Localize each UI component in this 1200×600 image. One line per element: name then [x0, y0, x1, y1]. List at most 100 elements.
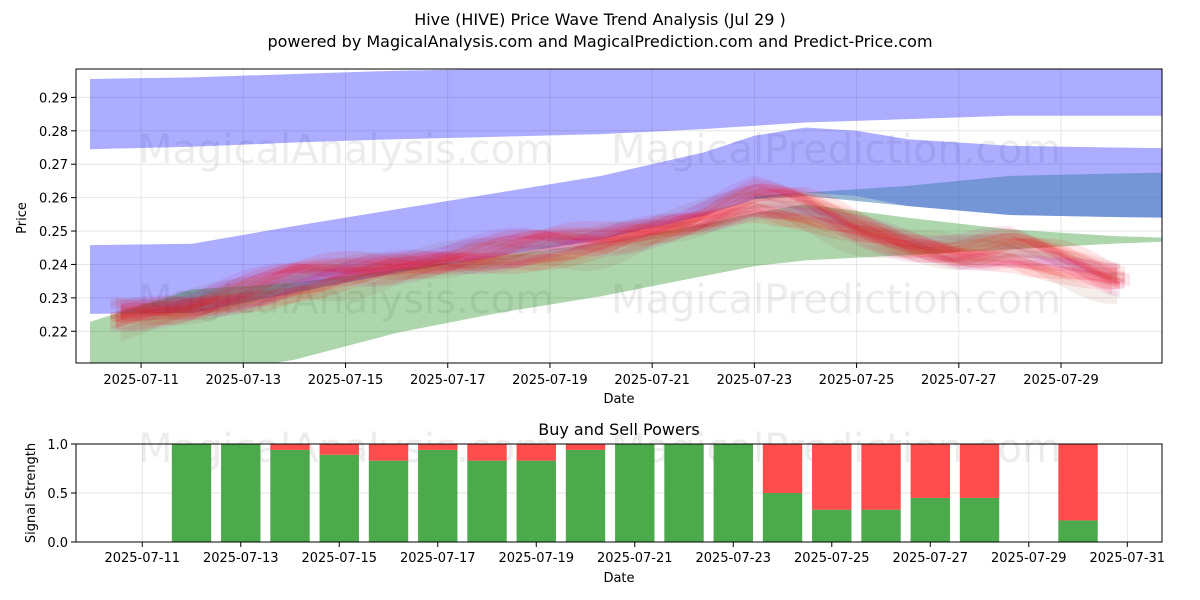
- price-xtick-label: 2025-07-11: [103, 373, 179, 388]
- signal-title: Buy and Sell Powers: [538, 420, 700, 439]
- sell-bar: [910, 444, 950, 498]
- wave-ribbon: [115, 204, 1125, 321]
- buy-bar: [910, 497, 950, 542]
- wave-ribbon: [110, 187, 1120, 326]
- buy-bar: [171, 444, 212, 542]
- signal-y-axis-label: Signal Strength: [24, 443, 39, 543]
- buy-bar: [1058, 520, 1098, 542]
- sell-bar: [319, 444, 359, 455]
- price-xtick-label: 2025-07-29: [1023, 373, 1099, 388]
- buy-bar: [762, 493, 803, 542]
- price-ytick-label: 0.29: [39, 91, 68, 106]
- signal-xtick-label: 2025-07-25: [794, 551, 870, 566]
- price-ytick-label: 0.28: [39, 125, 68, 140]
- chart-title: Hive (HIVE) Price Wave Trend Analysis (J…: [414, 10, 786, 29]
- price-ytick-label: 0.27: [39, 158, 68, 173]
- wave-ribbon: [110, 210, 1120, 323]
- watermark-prediction-top: MagicalPrediction.com: [611, 127, 1061, 173]
- wave-ribbon: [115, 197, 1125, 317]
- price-ytick-label: 0.25: [39, 225, 68, 240]
- wave-ribbon: [110, 199, 1120, 313]
- buy-bar: [565, 449, 606, 542]
- price-panel: MagicalAnalysis.com MagicalPrediction.co…: [15, 68, 1163, 407]
- signal-bars: [171, 444, 1098, 542]
- buy-bar: [270, 449, 310, 542]
- price-y-axis-label: Price: [15, 202, 30, 234]
- wave-ribbon: [115, 187, 1125, 320]
- signal-x-axis-label: Date: [603, 571, 634, 586]
- signal-x-ticks: 2025-07-11 2025-07-13 2025-07-15 2025-07-17…: [104, 542, 1165, 566]
- signal-xtick-label: 2025-07-31: [1090, 551, 1166, 566]
- signal-xtick-label: 2025-07-29: [991, 551, 1067, 566]
- price-grid: [76, 69, 1162, 363]
- buy-bar: [615, 444, 655, 542]
- wave-ribbon: [115, 202, 1113, 322]
- wave-ribbon: [110, 207, 1120, 317]
- price-waves: [110, 175, 1130, 342]
- price-xtick-label: 2025-07-23: [717, 373, 793, 388]
- wave-ribbon: [120, 188, 1130, 321]
- price-xtick-label: 2025-07-15: [308, 373, 384, 388]
- buy-bar: [467, 460, 507, 542]
- signal-panel: Buy and Sell Powers MagicalAnalysis.com …: [24, 420, 1165, 586]
- signal-ytick-label: 1.0: [47, 438, 68, 453]
- signal-xtick-label: 2025-07-15: [301, 551, 377, 566]
- price-xtick-label: 2025-07-19: [512, 373, 588, 388]
- buy-bar: [516, 460, 556, 542]
- wave-ribbon: [115, 205, 1125, 330]
- watermark-prediction-bottom: MagicalPrediction.com: [611, 277, 1061, 323]
- sell-bar: [368, 444, 409, 461]
- sell-bar: [270, 444, 310, 450]
- sell-bar: [861, 444, 901, 510]
- price-ytick-label: 0.22: [39, 325, 68, 340]
- wave-ribbon: [120, 204, 1118, 314]
- wave-ribbon: [120, 194, 1118, 326]
- price-watermarks: MagicalAnalysis.com MagicalPrediction.co…: [138, 127, 1061, 323]
- sell-bar: [418, 444, 458, 450]
- price-x-axis-label: Date: [603, 392, 634, 407]
- sell-bar: [565, 444, 606, 450]
- buy-bar: [418, 449, 458, 542]
- middle-blue-band: [90, 127, 1162, 314]
- chart-subtitle: powered by MagicalAnalysis.com and Magic…: [267, 32, 932, 51]
- price-xtick-label: 2025-07-17: [410, 373, 486, 388]
- signal-ytick-label: 0.5: [47, 487, 68, 502]
- buy-bar: [812, 509, 852, 542]
- price-xtick-label: 2025-07-21: [614, 373, 690, 388]
- price-axes-frame: [75, 68, 1163, 364]
- price-x-ticks: 2025-07-11 2025-07-13 2025-07-15 2025-07-17…: [103, 363, 1099, 388]
- sell-bar: [959, 444, 1000, 498]
- signal-xtick-label: 2025-07-27: [892, 551, 968, 566]
- wave-ribbon: [120, 183, 1118, 316]
- price-bands: [90, 69, 1162, 363]
- green-band: [90, 204, 1162, 363]
- buy-bar: [664, 444, 704, 542]
- sell-bar: [467, 444, 507, 461]
- buy-bar: [861, 509, 901, 542]
- buy-bar: [221, 444, 261, 542]
- wave-ribbon: [115, 178, 1113, 331]
- signal-xtick-label: 2025-07-19: [498, 551, 574, 566]
- steel-band: [754, 172, 1162, 218]
- signal-y-ticks: 0.0 0.5 1.0: [47, 438, 76, 551]
- wave-ribbon: [120, 210, 1118, 319]
- price-ytick-label: 0.23: [39, 292, 68, 307]
- watermark-analysis-top: MagicalAnalysis.com: [138, 127, 554, 173]
- sell-bar: [762, 444, 803, 493]
- sell-bar: [1058, 444, 1098, 521]
- price-xtick-label: 2025-07-27: [921, 373, 997, 388]
- price-xtick-label: 2025-07-25: [819, 373, 895, 388]
- signal-xtick-label: 2025-07-11: [104, 551, 180, 566]
- sell-bar: [516, 444, 556, 461]
- price-ytick-label: 0.26: [39, 192, 68, 207]
- buy-bar: [368, 460, 409, 542]
- sell-bar: [812, 444, 852, 510]
- upper-blue-band: [90, 69, 1162, 150]
- wave-ribbon: [110, 183, 1120, 321]
- buy-bar: [319, 454, 359, 542]
- watermark-analysis-bottom: MagicalAnalysis.com: [138, 277, 554, 323]
- buy-bar: [959, 497, 1000, 542]
- buy-bar: [713, 444, 753, 542]
- price-y-ticks: 0.22 0.23 0.24 0.25 0.26 0.27 0.28 0.29: [39, 91, 76, 340]
